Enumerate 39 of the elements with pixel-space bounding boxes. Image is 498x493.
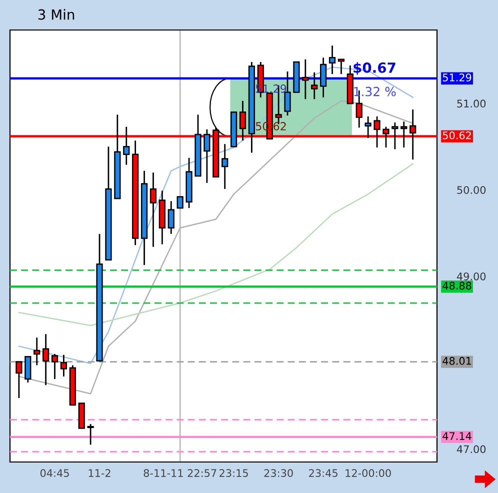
x-tick-label: 12-00:00: [346, 469, 391, 478]
x-tick-label: 04:45: [40, 469, 69, 478]
chart-title: 3 Min: [38, 9, 74, 20]
candlestick: [168, 200, 174, 235]
ref-line-label: 48.88: [442, 282, 472, 290]
line-series: [18, 163, 414, 326]
x-tick-label: 23:15: [220, 469, 248, 478]
ref-line-label: 48.01: [442, 356, 471, 365]
annotation: $0.67: [354, 62, 396, 75]
candlestick: [42, 333, 50, 386]
candlestick: [87, 423, 94, 446]
candlestick: [34, 336, 40, 366]
candlestick: [24, 356, 32, 384]
x-tick-label: 23:45: [309, 469, 338, 478]
candlestick: [204, 128, 210, 184]
candlestick: [392, 122, 398, 150]
candlestick: [16, 361, 22, 399]
y-tick-label: 47.00: [456, 445, 486, 454]
y-tick-label: 50.00: [457, 186, 486, 194]
candlestick: [328, 44, 336, 75]
x-tick-label: 8-11-11 22:57: [144, 469, 216, 478]
candlestick: [222, 143, 228, 190]
x-tick-label: 23:30: [264, 469, 293, 478]
candlestick: [176, 196, 184, 209]
x-tick-label: 11-2: [88, 469, 110, 477]
ref-line-label: 51.29: [442, 74, 472, 82]
candlestick: [320, 56, 327, 98]
candlestick: [311, 72, 318, 100]
ref-line-label: 47.14: [442, 432, 472, 440]
y-tick-label: 49.00: [456, 272, 486, 280]
candlestick: [123, 126, 130, 166]
candlestick: [364, 116, 372, 139]
annotation: 1.32 %: [354, 86, 396, 96]
ref-line-label: 50.62: [442, 131, 471, 140]
candlestick: [51, 353, 58, 380]
candlestick: [150, 172, 157, 248]
candlestick: [60, 354, 68, 378]
candlestick: [302, 58, 309, 100]
y-tick-label: 51.00: [457, 100, 486, 108]
